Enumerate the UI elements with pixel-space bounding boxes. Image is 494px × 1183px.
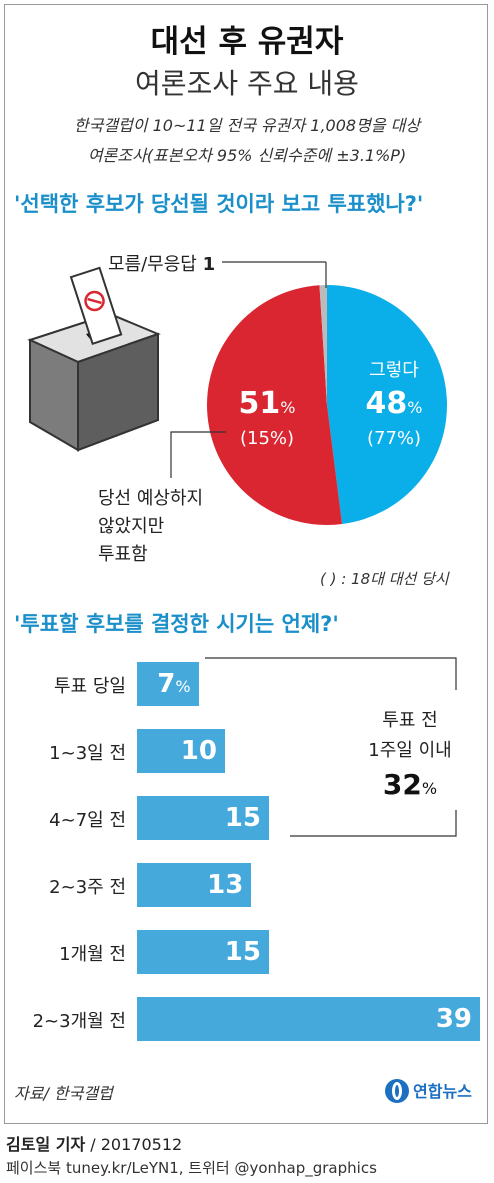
pie-question-title: '선택한 후보가 당선될 것이라 보고 투표했나?' bbox=[14, 192, 424, 216]
bracket-label-line2: 1주일 이내 bbox=[368, 740, 452, 761]
bar-category-label: 4~7일 전 bbox=[49, 810, 126, 831]
bar-value-label: 10 bbox=[137, 736, 217, 766]
bar bbox=[137, 863, 252, 907]
bar-value-label: 15 bbox=[137, 803, 261, 833]
pie-chart bbox=[170, 261, 448, 525]
pie-slice-unknown bbox=[319, 285, 327, 405]
bar-value-number: 39 bbox=[435, 1004, 472, 1034]
bar-value-number: 10 bbox=[180, 736, 217, 766]
pie-slice-no bbox=[207, 285, 343, 525]
bar-category-label: 2~3개월 전 bbox=[32, 1011, 126, 1032]
pie-label-unknown-text: 모름/무응답 bbox=[108, 254, 197, 275]
bracket-lines bbox=[205, 657, 457, 837]
bar-value-label: 15 bbox=[137, 937, 261, 967]
bar-category-label: 1~3일 전 bbox=[49, 743, 126, 764]
bar bbox=[137, 729, 225, 773]
bracket-label-line1: 투표 전 bbox=[382, 710, 438, 731]
bar-category-label: 1개월 전 bbox=[59, 944, 126, 965]
pie-slice-yes-number: 48 bbox=[365, 386, 408, 421]
bar-value-unit: % bbox=[175, 677, 191, 696]
pie-slice-no-value: 51% bbox=[222, 386, 312, 421]
pie-leader-line-no bbox=[170, 431, 226, 478]
pie-slice-no-number: 51 bbox=[238, 386, 281, 421]
bar-question-title: '투표할 후보를 결정한 시기는 언제?' bbox=[14, 612, 339, 636]
bar-category-label: 2~3주 전 bbox=[49, 877, 126, 898]
bar bbox=[137, 997, 480, 1041]
pie-slice-no-unit: % bbox=[280, 398, 296, 417]
bar bbox=[137, 662, 199, 706]
credit-date: / 20170512 bbox=[85, 1135, 183, 1154]
bar-value-number: 15 bbox=[224, 937, 261, 967]
pie-label-unknown-value: 1 bbox=[202, 254, 216, 275]
bar-value-number: 13 bbox=[207, 870, 244, 900]
survey-note-line1: 한국갤럽이 10~11일 전국 유권자 1,008명을 대상 bbox=[73, 116, 421, 135]
pie-slice-yes-value: 48% bbox=[346, 386, 442, 421]
bracket-value: 32% bbox=[330, 768, 490, 801]
bar-category-label: 투표 당일 bbox=[54, 676, 126, 697]
pie-slice-yes-label: 그렇다 bbox=[369, 360, 419, 381]
bracket-value-unit: % bbox=[421, 779, 438, 798]
bar bbox=[137, 930, 269, 974]
bar-value-label: 39 bbox=[137, 1004, 472, 1034]
credit-author: 김토일 기자 bbox=[6, 1135, 86, 1154]
credit-line2: 페이스북 tuney.kr/LeYN1, 트위터 @yonhap_graphic… bbox=[6, 1159, 377, 1177]
pie-slice-yes-previous: (77%) bbox=[366, 428, 422, 449]
yonhap-logo: 연합뉴스 bbox=[385, 1079, 472, 1103]
pie-label-no-line1: 당선 예상하지 bbox=[98, 488, 204, 509]
ballot-box-icon bbox=[27, 266, 161, 452]
pie-slice-no-previous: (15%) bbox=[239, 428, 295, 449]
logo-text: 연합뉴스 bbox=[413, 1082, 472, 1101]
bracket-value-number: 32 bbox=[382, 768, 422, 801]
credit-line1: 김토일 기자 / 20170512 bbox=[6, 1131, 182, 1155]
bar-value-number: 15 bbox=[224, 803, 261, 833]
source-text: 자료/ 한국갤럽 bbox=[14, 1084, 113, 1103]
survey-note-line2: 여론조사(표본오차 95% 신뢰수준에 ±3.1%P) bbox=[87, 146, 407, 165]
pie-label-no-line2: 않았지만 bbox=[98, 516, 165, 537]
pie-label-unknown: 모름/무응답 1 bbox=[108, 250, 215, 276]
pie-label-no-line3: 투표함 bbox=[98, 544, 148, 565]
page-title: 대선 후 유권자 bbox=[150, 24, 344, 60]
bar-value-label: 7% bbox=[137, 669, 191, 699]
pie-slice-yes bbox=[327, 285, 448, 525]
pie-slice-yes-unit: % bbox=[407, 398, 423, 417]
bar-value-label: 13 bbox=[137, 870, 243, 900]
pie-footnote: ( ) : 18대 대선 당시 bbox=[320, 570, 449, 588]
bar-value-number: 7 bbox=[157, 669, 176, 699]
page-subtitle: 여론조사 주요 내용 bbox=[135, 67, 359, 100]
bar bbox=[137, 796, 269, 840]
